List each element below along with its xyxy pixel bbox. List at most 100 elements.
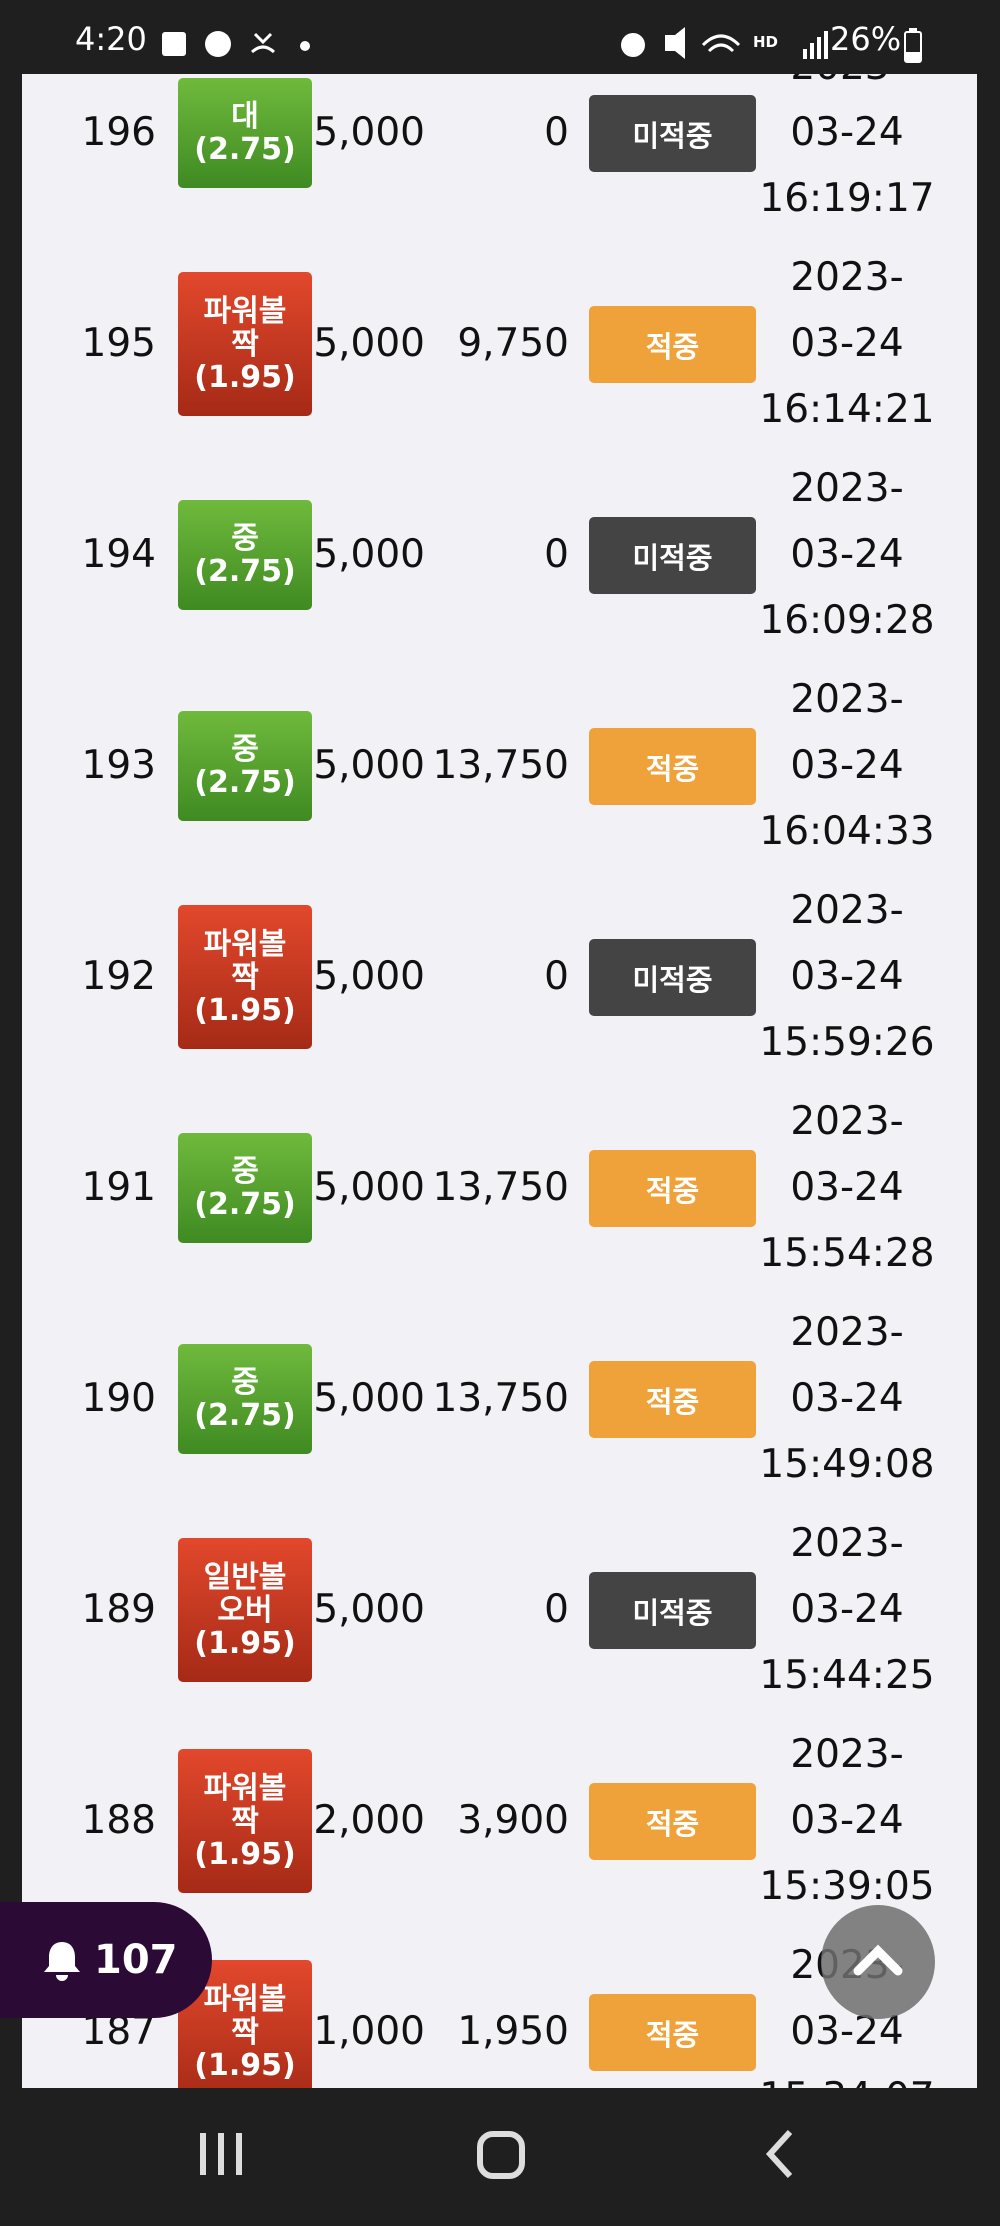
date-line: 2023- xyxy=(790,888,904,933)
win-amount: 3,900 xyxy=(457,1798,569,1843)
result-button: 적중 xyxy=(589,1361,756,1438)
pick-line: 중 xyxy=(231,1154,259,1189)
result-button: 미적중 xyxy=(589,1572,756,1649)
pick-line: 파워볼 xyxy=(203,1770,287,1806)
status-icons xyxy=(162,31,310,57)
bet-amount: 5,000 xyxy=(313,110,425,155)
notification-button[interactable]: 107 xyxy=(0,1902,212,2018)
date-line: 03-24 xyxy=(790,1165,904,1210)
pick-badge: 중 (2.75) xyxy=(178,500,312,610)
date-line: 2023- xyxy=(790,255,904,300)
date-line: 03-24 xyxy=(790,1587,904,1632)
navigation-bar xyxy=(0,2088,1000,2222)
home-button[interactable] xyxy=(477,2131,525,2179)
row-id: 191 xyxy=(81,1165,156,1210)
scroll-top-button[interactable] xyxy=(821,1905,935,2019)
row-id: 196 xyxy=(81,110,156,155)
svg-text:HD: HD xyxy=(753,33,778,51)
row-id: 190 xyxy=(81,1376,156,1421)
pick-line: (2.75) xyxy=(194,554,296,589)
date-line: 15:34:07 xyxy=(742,2065,952,2088)
date-line: 2023- xyxy=(790,466,904,511)
bet-amount: 5,000 xyxy=(313,1376,425,1421)
result-button: 적중 xyxy=(589,1994,756,2071)
result-button: 적중 xyxy=(589,728,756,805)
status-bar: 4:20 HD 26% xyxy=(0,0,1000,74)
pick-line: (2.75) xyxy=(194,132,296,167)
pick-badge: 파워볼 짝 (1.95) xyxy=(178,272,312,416)
pick-line: 중 xyxy=(231,1365,259,1400)
pick-line: (1.95) xyxy=(194,359,296,395)
bet-history-list: 196대(2.75)5,0000미적중2023-03-2416:19:17195… xyxy=(22,74,977,2088)
date-line: 2023- xyxy=(790,677,904,722)
win-amount: 0 xyxy=(544,1587,569,1632)
bet-amount: 2,000 xyxy=(313,1798,425,1843)
pick-line: 중 xyxy=(231,732,259,767)
bet-amount: 5,000 xyxy=(313,954,425,999)
win-amount: 13,750 xyxy=(432,743,569,788)
bet-amount: 5,000 xyxy=(313,743,425,788)
pick-line: (2.75) xyxy=(194,1398,296,1433)
date-line: 03-24 xyxy=(790,743,904,788)
result-button: 미적중 xyxy=(589,517,756,594)
bet-amount: 1,000 xyxy=(313,2009,425,2054)
bet-amount: 5,000 xyxy=(313,532,425,577)
date-line: 03-24 xyxy=(790,1798,904,1843)
date-line: 03-24 xyxy=(790,110,904,155)
date-line: 16:14:21 xyxy=(759,387,935,432)
win-amount: 1,950 xyxy=(457,2009,569,2054)
pick-line: 짝 xyxy=(231,1803,259,1839)
date-line: 15:44:25 xyxy=(759,1653,935,1698)
back-button[interactable] xyxy=(765,2129,793,2179)
pick-line: (1.95) xyxy=(194,1836,296,1872)
chevron-up xyxy=(853,1944,903,1976)
date-line: 16:09:28 xyxy=(759,598,935,643)
result-button: 적중 xyxy=(589,306,756,383)
row-id: 189 xyxy=(81,1587,156,1632)
pick-badge: 중 (2.75) xyxy=(178,1344,312,1454)
pick-line: 파워볼 xyxy=(203,926,287,962)
result-button: 적중 xyxy=(589,1783,756,1860)
result-button: 적중 xyxy=(589,1150,756,1227)
bet-amount: 5,000 xyxy=(313,1165,425,1210)
pick-badge: 중 (2.75) xyxy=(178,711,312,821)
win-amount: 13,750 xyxy=(432,1165,569,1210)
pick-line: 짝 xyxy=(231,2014,259,2050)
pick-badge: 파워볼 짝 (1.95) xyxy=(178,1749,312,1893)
date-line: 2023- xyxy=(790,1099,904,1144)
win-amount: 0 xyxy=(544,532,569,577)
pick-line: 파워볼 xyxy=(203,1981,287,2017)
win-amount: 13,750 xyxy=(432,1376,569,1421)
battery-level: 26% xyxy=(830,20,902,58)
pick-badge: 대 (2.75) xyxy=(178,78,312,188)
pick-line: 오버 xyxy=(217,1592,273,1628)
pick-line: 중 xyxy=(231,521,259,556)
row-id: 193 xyxy=(81,743,156,788)
nav-icons xyxy=(200,2129,793,2179)
row-id: 192 xyxy=(81,954,156,999)
pick-line: (1.95) xyxy=(194,1625,296,1661)
date-line: 2023- xyxy=(790,1521,904,1566)
pick-badge: 파워볼 짝 (1.95) xyxy=(178,905,312,1049)
notification-count: 107 xyxy=(94,1937,178,1983)
clock: 4:20 xyxy=(75,20,147,58)
pick-badge: 중 (2.75) xyxy=(178,1133,312,1243)
recents-button[interactable] xyxy=(200,2133,242,2175)
pick-line: (1.95) xyxy=(194,992,296,1028)
date-line: 03-24 xyxy=(790,532,904,577)
pick-line: 짝 xyxy=(231,959,259,995)
row-id: 188 xyxy=(81,1798,156,1843)
date-line: 15:54:28 xyxy=(759,1231,935,1276)
pick-line: (1.95) xyxy=(194,2047,296,2083)
date-line: 03-24 xyxy=(790,1376,904,1421)
result-button: 미적중 xyxy=(589,939,756,1016)
pick-badge: 일반볼 오버 (1.95) xyxy=(178,1538,312,1682)
pick-line: 짝 xyxy=(231,326,259,362)
date-line: 03-24 xyxy=(790,321,904,366)
bet-amount: 5,000 xyxy=(313,1587,425,1632)
date-line: 15:39:05 xyxy=(759,1864,935,1909)
row-id: 195 xyxy=(81,321,156,366)
bet-amount: 5,000 xyxy=(313,321,425,366)
date-line: 16:04:33 xyxy=(759,809,935,854)
